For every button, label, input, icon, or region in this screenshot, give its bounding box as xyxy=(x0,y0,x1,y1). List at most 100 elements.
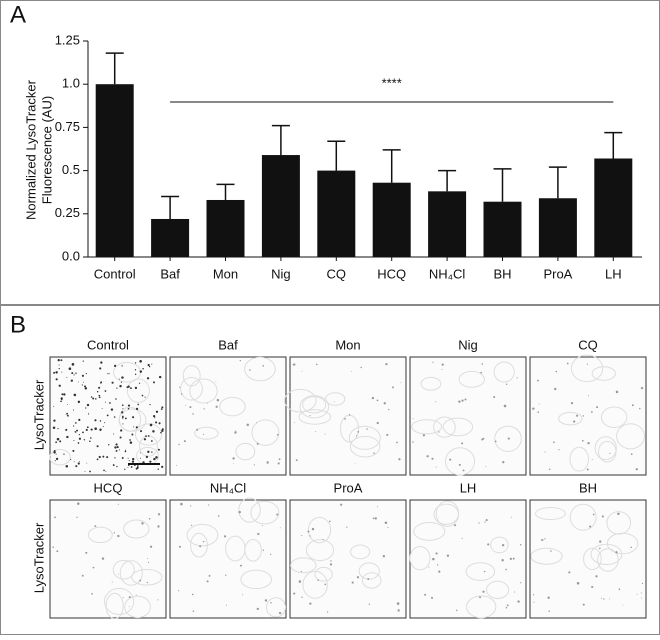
speckle xyxy=(146,581,148,584)
speckle xyxy=(53,419,56,422)
speckle xyxy=(83,439,86,441)
speckle xyxy=(261,525,263,527)
speckle xyxy=(161,406,164,409)
cell xyxy=(118,408,147,432)
speckle xyxy=(309,535,311,537)
speckle xyxy=(586,468,589,471)
cell xyxy=(348,425,381,450)
speckle xyxy=(587,441,590,445)
speckle xyxy=(77,400,81,404)
speckle xyxy=(617,512,620,516)
speckle xyxy=(66,412,69,415)
speckle xyxy=(301,534,303,537)
speckle xyxy=(570,402,574,405)
speckle xyxy=(115,398,117,400)
speckle xyxy=(85,551,88,554)
speckle xyxy=(100,383,102,385)
x-tick-label: NH₄Cl xyxy=(429,266,465,281)
speckle xyxy=(82,431,84,434)
speckle xyxy=(55,371,58,374)
speckle xyxy=(90,396,93,398)
speckle xyxy=(315,430,317,432)
speckle xyxy=(366,428,368,430)
speckle xyxy=(639,407,641,410)
speckle xyxy=(149,460,152,463)
speckle xyxy=(122,423,124,425)
speckle xyxy=(178,590,180,592)
speckle xyxy=(609,452,611,454)
micrograph xyxy=(49,499,167,620)
speckle xyxy=(458,400,461,403)
speckle xyxy=(139,370,143,373)
speckle xyxy=(81,374,85,377)
speckle xyxy=(132,457,135,461)
speckle xyxy=(121,411,124,414)
speckle xyxy=(58,367,60,370)
x-tick-label: Baf xyxy=(160,266,180,281)
speckle xyxy=(277,462,280,465)
x-tick-label: LH xyxy=(605,266,622,281)
cell xyxy=(302,396,327,414)
speckle xyxy=(129,439,131,441)
speckle xyxy=(322,538,324,541)
speckle xyxy=(294,422,295,424)
speckle xyxy=(191,593,194,596)
speckle xyxy=(73,374,75,376)
speckle xyxy=(435,401,437,403)
speckle xyxy=(601,515,604,518)
cell xyxy=(600,406,628,429)
speckle xyxy=(131,433,134,436)
speckle xyxy=(190,505,192,507)
cell xyxy=(284,388,317,413)
cell xyxy=(413,522,446,541)
speckle xyxy=(533,601,535,603)
speckle xyxy=(430,596,434,599)
speckle xyxy=(190,524,193,527)
speckle xyxy=(581,439,584,442)
panel-label: B xyxy=(10,311,26,338)
speckle xyxy=(598,547,601,550)
speckle xyxy=(89,470,91,473)
speckle xyxy=(112,464,115,466)
speckle xyxy=(298,580,302,583)
speckle xyxy=(573,420,576,423)
speckle xyxy=(309,415,311,417)
speckle xyxy=(641,597,643,599)
speckle xyxy=(73,461,75,463)
speckle xyxy=(65,428,68,431)
speckle xyxy=(640,592,642,594)
speckle xyxy=(501,543,505,547)
micrograph-frame xyxy=(169,499,287,619)
speckle xyxy=(225,574,227,576)
speckle xyxy=(124,468,126,471)
speckle xyxy=(127,457,129,459)
speckle xyxy=(512,557,515,560)
speckle xyxy=(481,438,484,441)
speckle xyxy=(52,426,56,430)
speckle xyxy=(131,460,135,463)
speckle xyxy=(161,428,164,431)
speckle xyxy=(257,532,260,536)
speckle xyxy=(566,362,569,365)
cell xyxy=(186,523,219,547)
speckle xyxy=(148,365,151,368)
speckle xyxy=(507,437,510,440)
speckle xyxy=(441,363,444,366)
cell xyxy=(265,597,287,618)
speckle xyxy=(276,433,279,436)
row-label: LysoTracker xyxy=(31,379,46,450)
speckle xyxy=(266,461,269,464)
speckle xyxy=(509,557,512,560)
cell xyxy=(126,378,150,403)
cell xyxy=(194,426,219,440)
speckle xyxy=(532,594,535,596)
speckle xyxy=(478,522,480,524)
speckle xyxy=(61,371,63,373)
speckle xyxy=(461,537,463,539)
speckle xyxy=(154,417,156,419)
speckle xyxy=(330,560,332,562)
cell xyxy=(358,562,380,580)
speckle xyxy=(134,362,137,364)
speckle xyxy=(505,568,507,571)
micrograph xyxy=(169,497,287,619)
